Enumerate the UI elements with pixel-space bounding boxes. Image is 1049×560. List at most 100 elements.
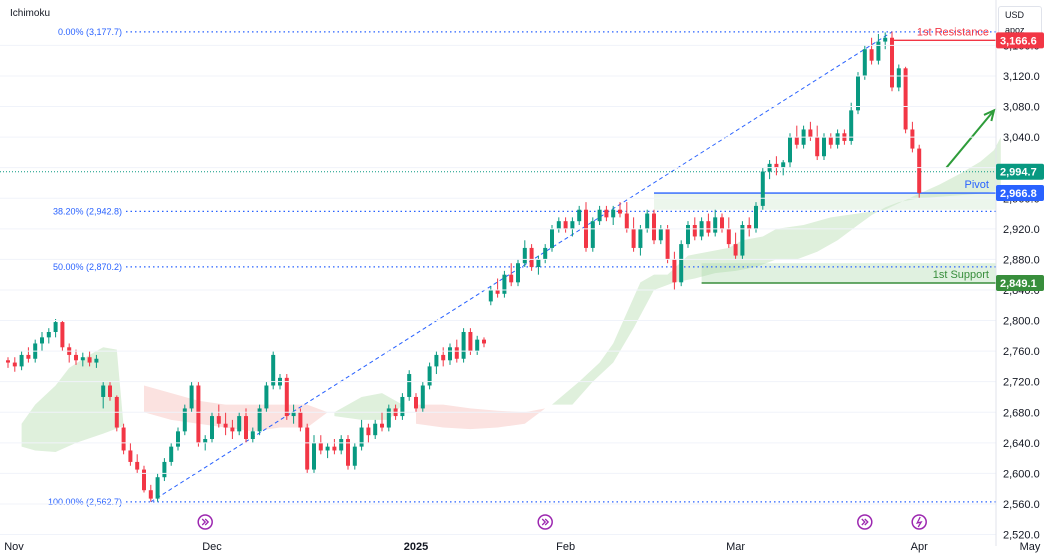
candle-body — [679, 244, 684, 283]
lightning-icon-glyph — [915, 516, 923, 528]
price-tick-label: 3,080.0 — [1003, 102, 1040, 114]
candle-body — [216, 416, 221, 424]
candle-body — [862, 49, 867, 76]
candle-body — [563, 221, 568, 229]
candle-body — [339, 439, 344, 451]
forward-icon-glyph — [544, 518, 550, 526]
candle-body — [502, 274, 507, 294]
candle-body — [203, 439, 208, 443]
candle-body — [454, 347, 459, 359]
candle-body — [318, 442, 323, 451]
candle-body — [176, 431, 180, 447]
cloud-bearish — [416, 404, 546, 430]
time-axis: Nov Dec 2025 Feb Mar Apr May — [4, 541, 1041, 553]
candle-body — [516, 263, 520, 283]
support-price-badge[interactable] — [996, 275, 1044, 292]
candle-body — [536, 259, 541, 268]
candle-body — [468, 332, 473, 352]
candle-body — [597, 209, 602, 222]
candle-body — [271, 354, 276, 386]
candle-body — [849, 110, 854, 141]
candle-body — [706, 221, 711, 233]
candle-body — [386, 408, 391, 428]
candle-body — [407, 374, 412, 397]
candle-body — [631, 228, 636, 248]
candle-body — [6, 360, 10, 363]
candle-body — [808, 129, 813, 138]
fib-level-label: 50.00% (2,870.2) — [53, 262, 122, 272]
candle-body — [543, 247, 548, 260]
price-tick-label: 2,680.0 — [1003, 407, 1040, 419]
support-price-badge-text: 2,849.1 — [1000, 278, 1037, 290]
candle-body — [482, 339, 486, 344]
time-tick-label: Nov — [4, 541, 24, 553]
candle-body — [726, 228, 731, 245]
candle-body — [713, 217, 718, 233]
price-levels: 1st Resistance Pivot 1st Support — [0, 26, 996, 284]
ichimoku-cloud — [21, 137, 1001, 452]
candle-body — [121, 427, 126, 451]
candle-body — [142, 469, 146, 491]
candle-body — [155, 477, 160, 499]
candlesticks — [6, 31, 922, 502]
currency-unit: apoz — [1005, 25, 1025, 35]
candle-body — [312, 442, 316, 470]
candle-body — [169, 446, 174, 462]
candle-body — [658, 228, 663, 241]
fib-level-label: 0.00% (3,177.7) — [58, 27, 122, 37]
cloud-bearish — [144, 385, 328, 432]
candle-body — [298, 412, 303, 428]
candle-body — [794, 137, 799, 145]
candle-body — [665, 228, 670, 260]
support-zone — [654, 193, 996, 284]
candle-body — [822, 137, 826, 157]
candle-body — [747, 225, 752, 229]
candle-body — [917, 148, 922, 193]
price-tick-label: 2,800.0 — [1003, 316, 1040, 328]
candle-body — [352, 446, 357, 466]
candle-body — [19, 354, 24, 367]
candle-body — [230, 427, 235, 432]
candle-body — [624, 213, 629, 229]
candle-body — [869, 49, 874, 61]
up-arrow-shaft — [945, 109, 995, 169]
up-arrow-icon — [983, 108, 996, 122]
candle-body — [611, 209, 616, 218]
forward-icon-glyph — [204, 518, 210, 526]
candle-body — [60, 322, 65, 348]
cloud-bullish — [21, 347, 124, 452]
candle-body — [910, 129, 915, 149]
time-tick-label: 2025 — [404, 541, 428, 553]
candle-body — [903, 68, 908, 130]
time-tick-label: Feb — [556, 541, 575, 553]
candle-body — [495, 289, 500, 294]
candle-body — [305, 427, 310, 470]
price-tick-label: 2,880.0 — [1003, 254, 1040, 266]
pivot-label: Pivot — [965, 179, 989, 191]
candle-body — [284, 377, 289, 417]
candle-body — [94, 358, 99, 363]
support-label: 1st Support — [933, 269, 989, 281]
candle-body — [325, 446, 330, 451]
candle-body — [618, 209, 622, 214]
forward-icon-glyph — [864, 518, 869, 526]
indicator-label[interactable]: Ichimoku — [10, 8, 51, 19]
candle-body — [781, 162, 786, 168]
candle-body — [740, 225, 745, 256]
resistance-price-badge-text: 3,166.6 — [1000, 35, 1037, 47]
pivot-price-badge[interactable] — [996, 185, 1044, 202]
time-tick-label: Apr — [911, 541, 928, 553]
candle-body — [237, 416, 242, 432]
event-markers — [197, 514, 927, 530]
candle-body — [488, 289, 493, 302]
candle-body — [692, 225, 697, 237]
forward-icon-glyph — [201, 518, 207, 526]
resistance-price-badge[interactable] — [996, 32, 1044, 49]
candle-body — [346, 439, 350, 466]
time-tick-label: Dec — [202, 541, 222, 553]
candle-body — [461, 332, 466, 359]
candle-body — [733, 244, 738, 256]
candle-body — [26, 354, 31, 359]
current-price-badge[interactable] — [996, 163, 1044, 180]
